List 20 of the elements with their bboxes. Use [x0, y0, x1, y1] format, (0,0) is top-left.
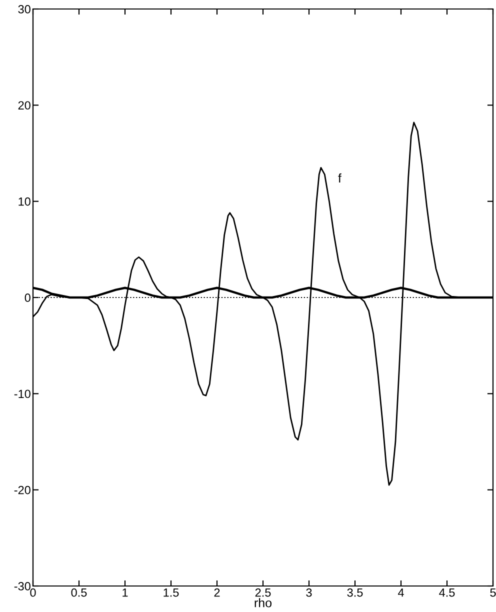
- x-tick-label: 2.5: [255, 588, 271, 597]
- y-tick-label: -10: [14, 390, 30, 398]
- x-axis-title: rho: [254, 598, 272, 608]
- x-tick-label: 0: [30, 588, 36, 597]
- y-tick-label: 0: [24, 294, 30, 302]
- y-tick-label: -30: [14, 582, 30, 590]
- x-tick-label: 1.5: [164, 588, 179, 597]
- x-tick-label: 3.5: [347, 588, 363, 597]
- x-tick-label: 1: [122, 588, 128, 597]
- x-tick-label: 2: [214, 588, 220, 597]
- y-tick-label: -20: [14, 486, 30, 494]
- y-tick-label: 10: [18, 197, 30, 206]
- x-tick-label: 3: [306, 588, 312, 597]
- x-tick-label: 4.5: [439, 588, 455, 597]
- x-tick-label: 5: [490, 588, 496, 597]
- series-label: f: [338, 173, 342, 182]
- y-tick-label: 30: [18, 5, 30, 14]
- x-tick-label: 0.5: [71, 588, 87, 597]
- x-tick-label: 4: [398, 588, 404, 597]
- y-tick-label: 20: [18, 101, 30, 110]
